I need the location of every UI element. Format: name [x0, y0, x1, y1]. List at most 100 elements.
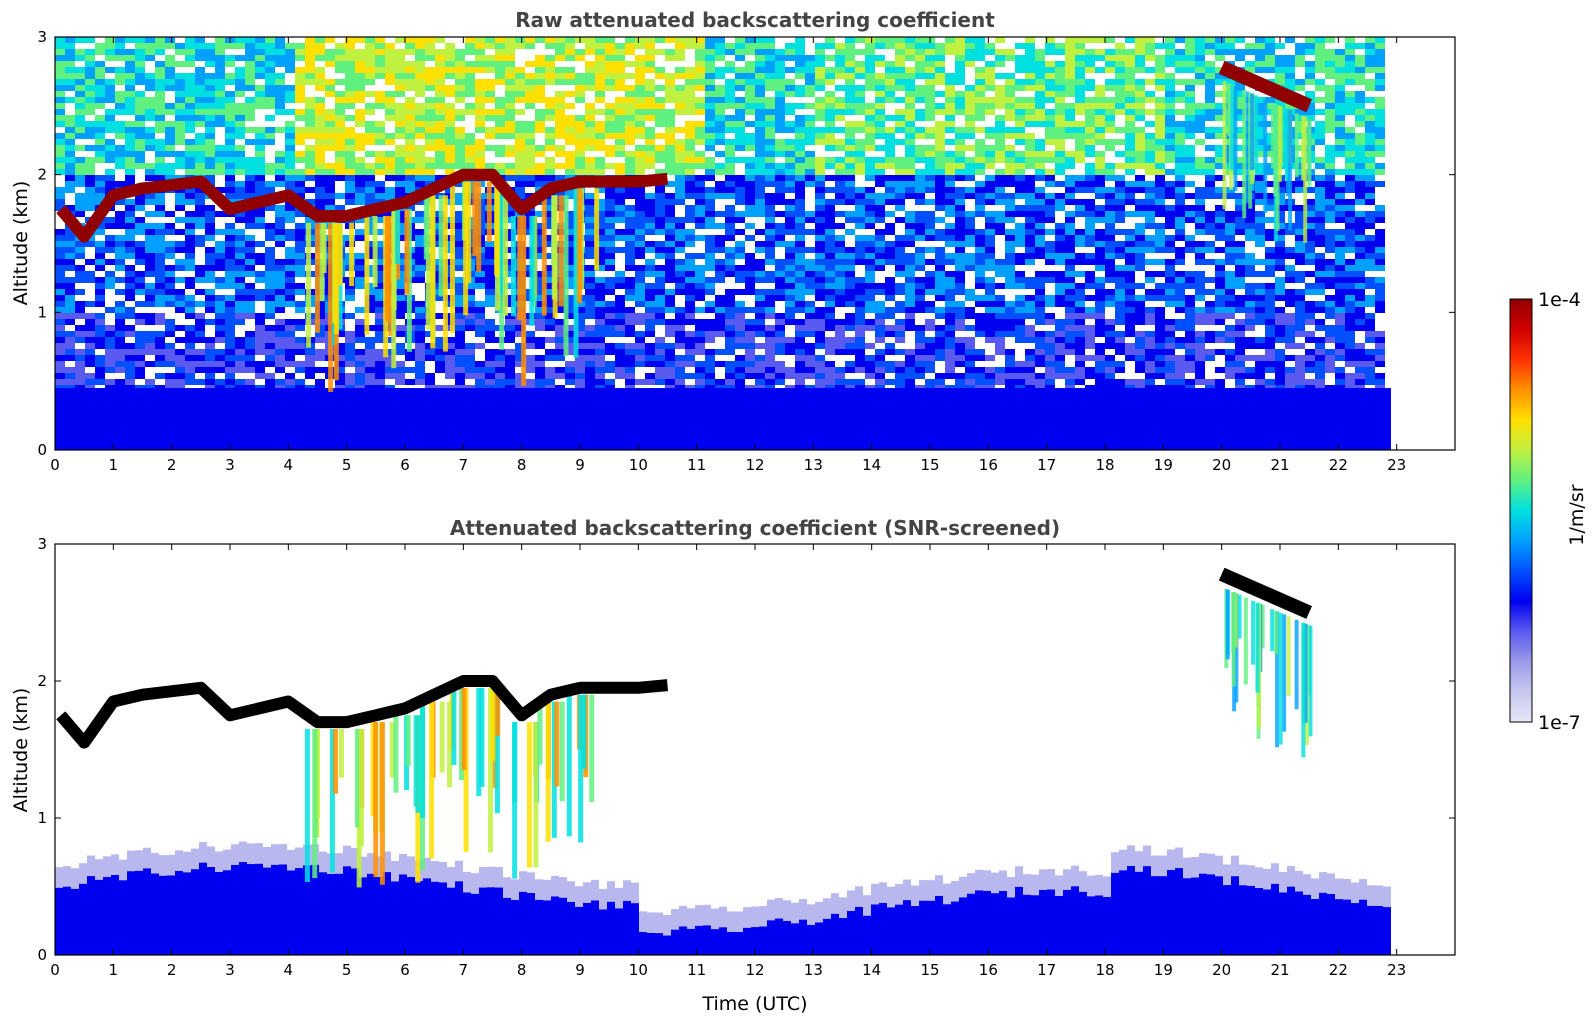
noise-cell [395, 325, 405, 331]
noise-cell [65, 373, 75, 379]
noise-cell [165, 169, 175, 175]
noise-cell [275, 97, 285, 103]
noise-cell [495, 361, 505, 367]
noise-cell [925, 157, 935, 163]
noise-cell [55, 187, 65, 193]
noise-cell [55, 37, 65, 43]
noise-cell [195, 55, 205, 61]
noise-cell [725, 253, 735, 259]
noise-cell [715, 133, 725, 139]
noise-cell [565, 151, 575, 157]
noise-cell [885, 91, 895, 97]
noise-cell [55, 337, 65, 343]
noise-cell [545, 241, 555, 247]
noise-cell [805, 169, 815, 175]
noise-cell [485, 349, 495, 355]
noise-cell [305, 175, 315, 181]
noise-cell [155, 169, 165, 175]
noise-cell [105, 187, 115, 193]
noise-cell [555, 343, 565, 349]
noise-cell [505, 103, 515, 109]
noise-cell [235, 79, 245, 85]
noise-cell [355, 379, 365, 385]
noise-cell [85, 61, 95, 67]
noise-cell [615, 367, 625, 373]
noise-cell [775, 211, 785, 217]
noise-cell [535, 55, 545, 61]
noise-cell [225, 337, 235, 343]
noise-cell [615, 61, 625, 67]
noise-cell [845, 283, 855, 289]
noise-cell [875, 145, 885, 151]
noise-cell [895, 61, 905, 67]
noise-cell [545, 73, 555, 79]
noise-cell [595, 223, 605, 229]
noise-cell [565, 349, 575, 355]
noise-cell [195, 355, 205, 361]
noise-cell [595, 157, 605, 163]
noise-cell [585, 301, 595, 307]
noise-cell [735, 211, 745, 217]
noise-cell [815, 223, 825, 229]
noise-cell [785, 241, 795, 247]
noise-cell [815, 205, 825, 211]
noise-cell [105, 67, 115, 73]
noise-cell [275, 337, 285, 343]
noise-cell [765, 79, 775, 85]
noise-cell [165, 151, 175, 157]
noise-cell [785, 265, 795, 271]
noise-cell [175, 367, 185, 373]
noise-cell [735, 175, 745, 181]
noise-cell [665, 301, 675, 307]
noise-cell [465, 73, 475, 79]
noise-cell [395, 301, 405, 307]
noise-cell [105, 355, 115, 361]
noise-cell [185, 355, 195, 361]
noise-cell [935, 109, 945, 115]
noise-cell [835, 373, 845, 379]
noise-cell [735, 307, 745, 313]
noise-cell [745, 61, 755, 67]
noise-cell [425, 385, 435, 391]
noise-cell [245, 379, 255, 385]
noise-cell [515, 73, 525, 79]
noise-cell [105, 169, 115, 175]
noise-cell [625, 151, 635, 157]
noise-cell [475, 157, 485, 163]
noise-cell [245, 223, 255, 229]
noise-cell [675, 385, 685, 391]
noise-cell [65, 157, 75, 163]
noise-cell [805, 385, 815, 391]
noise-cell [205, 379, 215, 385]
noise-cell [275, 43, 285, 49]
noise-cell [465, 343, 475, 349]
noise-cell [165, 37, 175, 43]
noise-cell [415, 319, 425, 325]
noise-cell [625, 223, 635, 229]
noise-cell [185, 343, 195, 349]
noise-cell [215, 61, 225, 67]
noise-cell [105, 91, 115, 97]
noise-cell [115, 331, 125, 337]
noise-cell [845, 55, 855, 61]
noise-cell [225, 133, 235, 139]
noise-cell [265, 79, 275, 85]
noise-cell [645, 319, 655, 325]
noise-cell [885, 295, 895, 301]
noise-cell [715, 85, 725, 91]
noise-cell [805, 151, 815, 157]
noise-cell [375, 313, 385, 319]
noise-cell [605, 103, 615, 109]
noise-cell [175, 157, 185, 163]
noise-cell [295, 283, 305, 289]
noise-cell [285, 289, 295, 295]
noise-cell [285, 151, 295, 157]
noise-cell [725, 187, 735, 193]
noise-cell [205, 127, 215, 133]
noise-cell [225, 331, 235, 337]
noise-cell [675, 247, 685, 253]
noise-cell [625, 193, 635, 199]
noise-cell [585, 241, 595, 247]
noise-cell [295, 223, 305, 229]
noise-cell [385, 355, 395, 361]
